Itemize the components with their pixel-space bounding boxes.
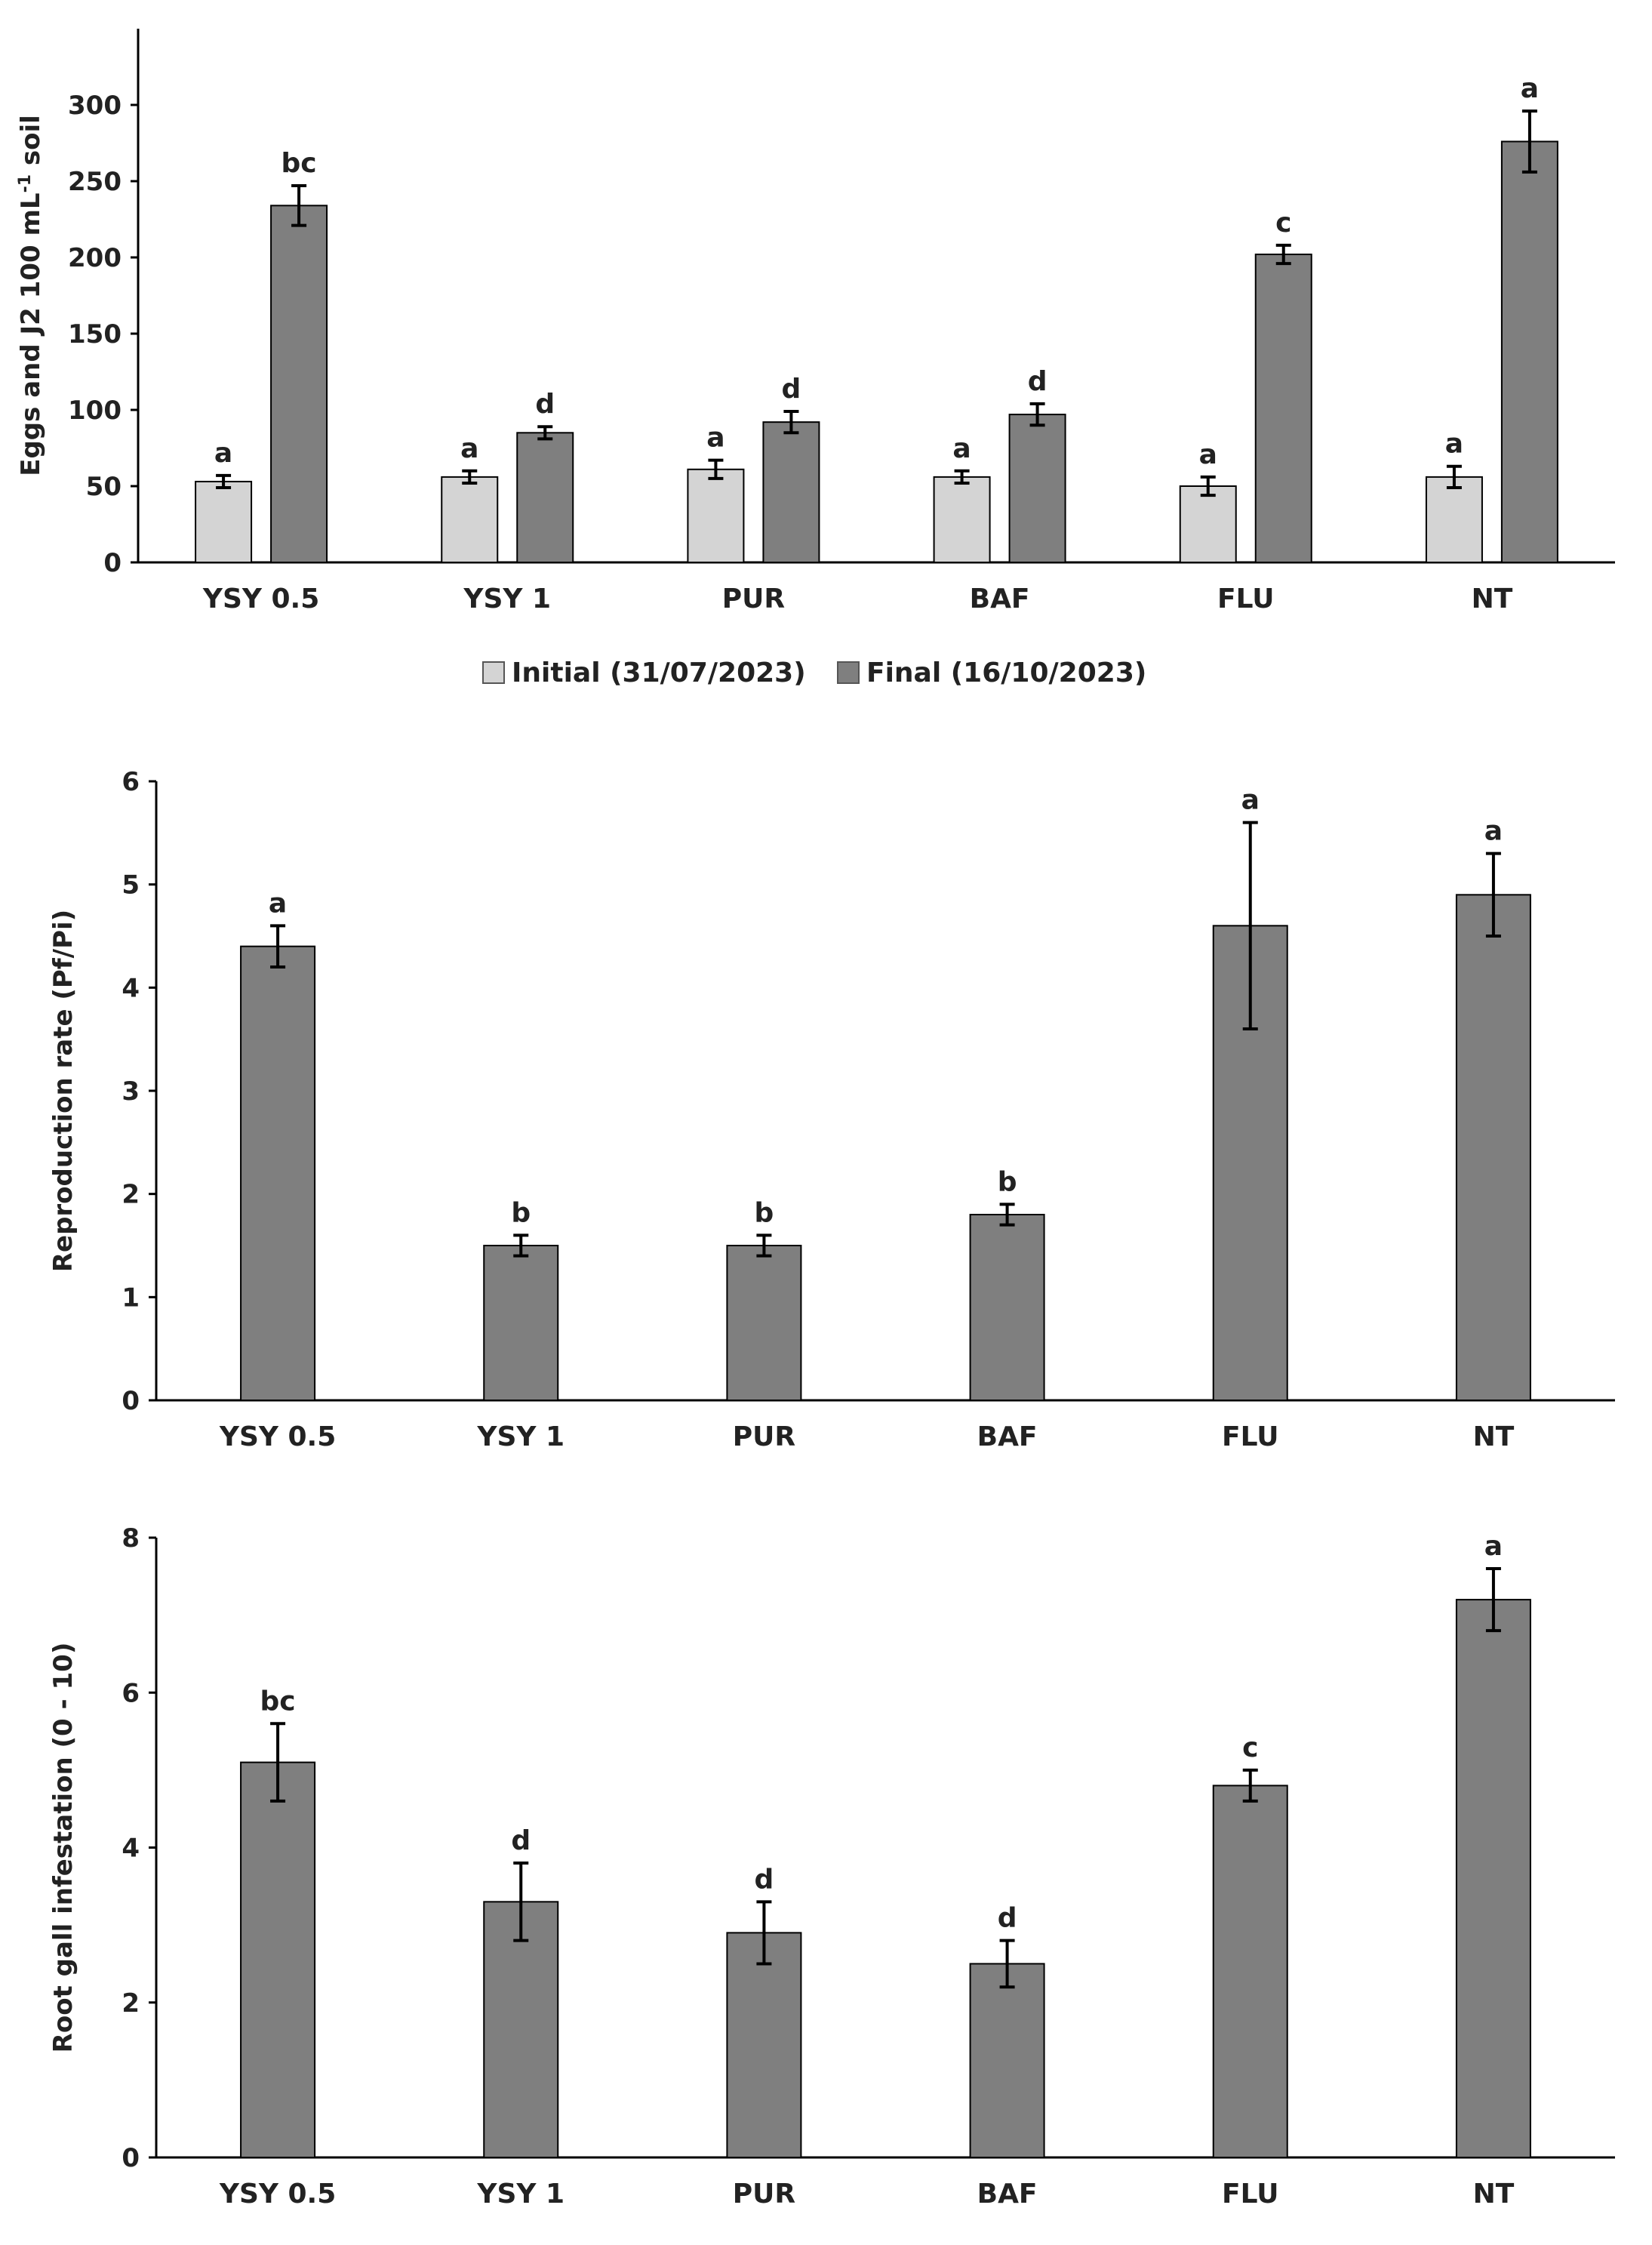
- legend-swatch: [837, 661, 860, 684]
- significance-letter: c: [1242, 1732, 1258, 1763]
- y-tick-label: 1: [122, 1283, 140, 1313]
- bar: [762, 421, 820, 563]
- y-tick-label: 100: [68, 396, 122, 426]
- bar: [1008, 414, 1066, 563]
- bar: [1455, 1599, 1531, 2159]
- bar: [687, 468, 745, 564]
- x-tick-label: NT: [1472, 584, 1513, 614]
- y-tick-label: 6: [122, 767, 140, 797]
- significance-letter: d: [782, 374, 801, 405]
- significance-letter: c: [1275, 208, 1291, 239]
- y-tick-label: 50: [86, 472, 122, 502]
- x-tick-label: NT: [1473, 2179, 1515, 2210]
- bar: [969, 1963, 1045, 2158]
- bar: [1212, 1785, 1288, 2158]
- y-tick-label: 150: [68, 319, 122, 350]
- y-axis-title: Root gall infestation (0 - 10): [48, 1643, 78, 2053]
- x-tick-label: FLU: [1222, 1421, 1278, 1452]
- reproduction-rate-chart: 0 1 2 3 4 5 6 YSY 0.5 YSY 1 PUR BAF FLU NT Reproducti…: [48, 767, 1615, 1452]
- root-gall-chart: 0 2 4 6 8 YSY 0.5 YSY 1 PUR BAF FLU NT Root gall in…: [48, 1523, 1615, 2210]
- bar: [933, 476, 991, 564]
- x-tick-label: NT: [1473, 1421, 1515, 1452]
- significance-letter: b: [755, 1197, 774, 1228]
- bar: [483, 1245, 559, 1401]
- significance-letter: b: [998, 1166, 1017, 1197]
- bar: [726, 1932, 802, 2158]
- bar: [516, 432, 574, 563]
- significance-letter: a: [1241, 785, 1260, 816]
- significance-letter: d: [755, 1864, 774, 1895]
- x-tick-label: YSY 0.5: [219, 1421, 336, 1452]
- bar: [195, 480, 253, 563]
- y-tick-label: 4: [122, 973, 140, 1003]
- x-tick-label: YSY 0.5: [202, 584, 319, 614]
- bar: [240, 945, 316, 1401]
- x-tick-label: YSY 1: [476, 1421, 565, 1452]
- bar: [1455, 894, 1531, 1402]
- y-tick-label: 0: [122, 1386, 140, 1416]
- x-tick-label: PUR: [722, 584, 785, 614]
- bar: [270, 205, 328, 563]
- x-tick-label: BAF: [977, 2179, 1038, 2210]
- y-tick-label: 5: [122, 870, 140, 901]
- y-tick-label: 200: [68, 243, 122, 273]
- bar: [483, 1901, 559, 2158]
- x-tick-label: FLU: [1217, 584, 1274, 614]
- significance-letter: a: [214, 438, 232, 469]
- bar: [726, 1245, 802, 1401]
- significance-letter: a: [1484, 1531, 1503, 1562]
- bar: [1179, 485, 1237, 563]
- y-tick-label: 8: [122, 1523, 140, 1554]
- y-tick-label: 2: [122, 1180, 140, 1210]
- significance-letter: d: [1028, 366, 1047, 397]
- significance-letter: a: [460, 433, 478, 464]
- x-tick-label: BAF: [970, 584, 1030, 614]
- significance-letter: a: [706, 423, 724, 454]
- bar: [1425, 476, 1483, 564]
- x-tick-label: YSY 0.5: [219, 2179, 336, 2210]
- x-tick-label: PUR: [733, 1421, 795, 1452]
- bar: [1500, 140, 1558, 564]
- bar: [441, 476, 499, 564]
- eggs-j2-chart: 0 50 100 150 200 250 300 YSY 0.5 YSY 1 PUR BAF FLU N…: [16, 29, 1615, 688]
- bar: [969, 1214, 1045, 1401]
- x-tick-label: FLU: [1222, 2179, 1278, 2210]
- x-tick-label: YSY 1: [476, 2179, 565, 2210]
- legend-swatch: [482, 661, 505, 684]
- y-axis-title-suffix: soil: [16, 115, 46, 174]
- significance-letter: a: [1484, 816, 1503, 847]
- y-tick-label: 6: [122, 1678, 140, 1708]
- significance-letter: bc: [281, 148, 317, 179]
- significance-letter: a: [952, 433, 971, 464]
- y-tick-label: 300: [68, 91, 122, 121]
- significance-letter: d: [535, 389, 555, 420]
- significance-letter: d: [511, 1825, 531, 1856]
- significance-letter: d: [998, 1903, 1017, 1934]
- bar: [1254, 253, 1312, 563]
- y-axis-title-superscript: -1: [16, 174, 35, 192]
- y-tick-label: 0: [122, 2143, 140, 2173]
- y-axis-title: Reproduction rate (Pf/Pi): [48, 910, 78, 1272]
- x-tick-label: BAF: [977, 1421, 1038, 1452]
- significance-letter: b: [511, 1197, 531, 1228]
- legend-label: Final (16/10/2023): [866, 657, 1146, 688]
- significance-letter: a: [269, 888, 287, 919]
- x-tick-label: PUR: [733, 2179, 795, 2210]
- y-tick-label: 0: [103, 548, 122, 578]
- significance-letter: bc: [260, 1686, 296, 1717]
- y-axis-title: Eggs and J2 100 mL-1 soil: [16, 115, 47, 476]
- bar: [240, 1761, 316, 2159]
- x-tick-label: YSY 1: [463, 584, 551, 614]
- significance-letter: a: [1199, 439, 1217, 470]
- y-tick-label: 3: [122, 1076, 140, 1107]
- y-tick-label: 4: [122, 1834, 140, 1864]
- significance-letter: a: [1445, 429, 1463, 460]
- significance-letter: a: [1521, 73, 1539, 104]
- y-tick-label: 2: [122, 1988, 140, 2019]
- legend-label: Initial (31/07/2023): [512, 657, 806, 688]
- y-tick-label: 250: [68, 167, 122, 197]
